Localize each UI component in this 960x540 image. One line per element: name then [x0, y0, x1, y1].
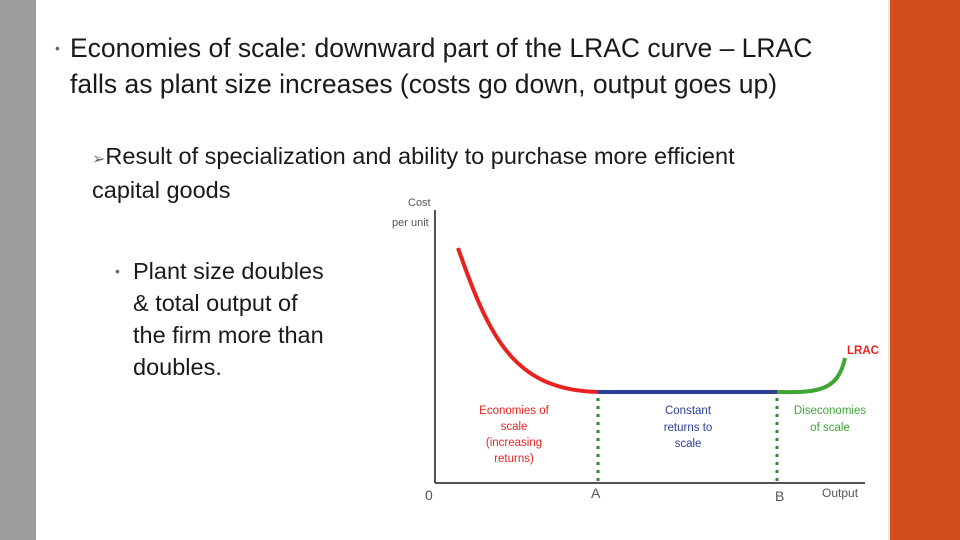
bullet-plant-size-text: Plant size doubles & total output of the…	[133, 258, 324, 380]
region-label-line: of scale	[810, 422, 850, 434]
bullet-bold-term: Economies of scale:	[70, 33, 308, 63]
region-label-line: (increasing	[486, 437, 542, 449]
economies-curve-segment	[456, 247, 599, 394]
sub-bullet-text: Result of specialization and ability to …	[92, 143, 735, 203]
point-a-label: A	[591, 485, 601, 501]
bullet-economies-of-scale: • Economies of scale: downward part of t…	[55, 30, 825, 102]
y-axis-label-line2: per unit	[392, 217, 429, 229]
region-label-line: scale	[501, 421, 528, 433]
region-label-line: scale	[675, 438, 702, 450]
point-b-label: B	[775, 488, 784, 504]
y-axis-label-line1: Cost	[408, 197, 431, 209]
region-label-line: returns)	[494, 453, 534, 465]
right-divider	[888, 0, 890, 540]
bullet-text: Economies of scale: downward part of the…	[70, 30, 825, 102]
diseconomies-curve-segment	[776, 357, 847, 395]
lrac-diagram: Cost per unit Output 0 A B LRAC Economie…	[392, 197, 879, 504]
lrac-label: LRAC	[847, 345, 879, 357]
bullet-dot-icon: •	[55, 40, 60, 56]
origin-label: 0	[425, 487, 433, 503]
bullet-definition: downward part of the LRAC curve – LRAC f…	[70, 33, 813, 99]
region-label-line: returns to	[664, 422, 713, 434]
x-axis-label: Output	[822, 486, 859, 500]
bullet-dot-icon: •	[115, 263, 120, 279]
sub-bullet-specialization: ➢Result of specialization and ability to…	[92, 141, 792, 206]
diseconomies-region-label: Diseconomies of scale	[794, 405, 866, 434]
region-label-line: Constant	[665, 405, 712, 417]
region-label-line: Diseconomies	[794, 405, 866, 417]
left-accent-bar	[0, 0, 36, 540]
right-accent-bar	[890, 0, 960, 540]
arrow-bullet-icon: ➢	[92, 151, 106, 168]
bullet-plant-size: • Plant size doubles & total output of t…	[115, 255, 335, 383]
economies-region-label: Economies of scale (increasing returns)	[479, 405, 549, 465]
region-label-line: Economies of	[479, 405, 549, 417]
constant-region-label: Constant returns to scale	[664, 405, 713, 450]
